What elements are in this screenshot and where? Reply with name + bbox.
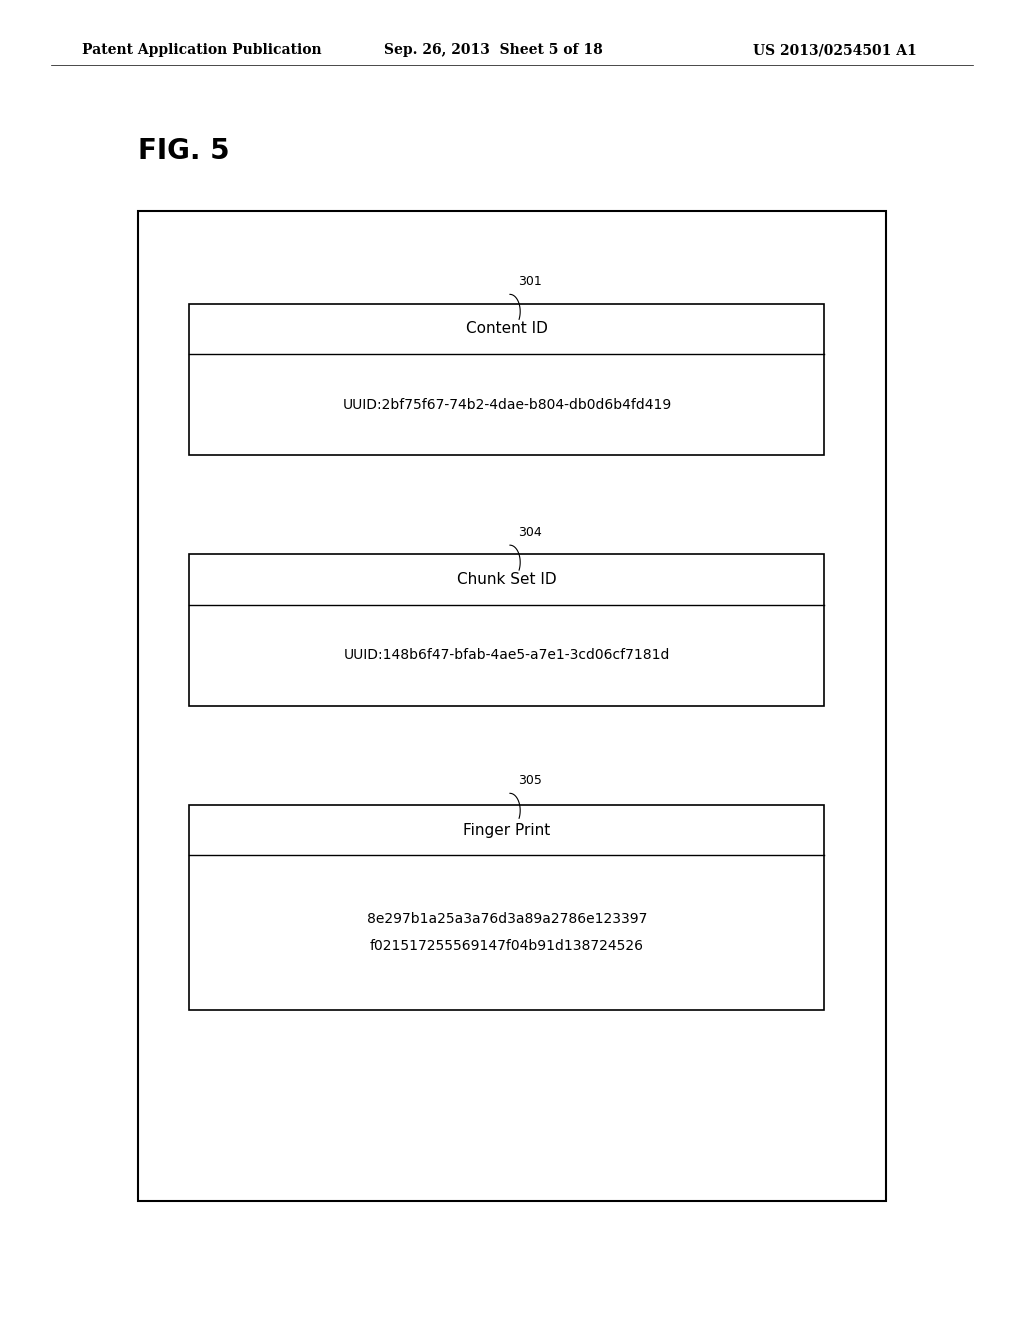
Text: US 2013/0254501 A1: US 2013/0254501 A1: [753, 44, 916, 57]
Text: 304: 304: [518, 525, 542, 539]
Text: FIG. 5: FIG. 5: [138, 137, 229, 165]
Bar: [189, 805, 824, 1010]
Text: 305: 305: [518, 774, 542, 787]
Text: Patent Application Publication: Patent Application Publication: [82, 44, 322, 57]
Text: Content ID: Content ID: [466, 321, 548, 337]
Bar: [189, 554, 824, 706]
Text: 8e297b1a25a3a76d3a89a2786e123397: 8e297b1a25a3a76d3a89a2786e123397: [367, 912, 647, 927]
Bar: [138, 211, 886, 1201]
Text: Sep. 26, 2013  Sheet 5 of 18: Sep. 26, 2013 Sheet 5 of 18: [384, 44, 603, 57]
Text: f021517255569147f04b91d138724526: f021517255569147f04b91d138724526: [370, 939, 644, 953]
Bar: [189, 304, 824, 455]
Text: 301: 301: [518, 275, 542, 288]
Text: UUID:2bf75f67-74b2-4dae-b804-db0d6b4fd419: UUID:2bf75f67-74b2-4dae-b804-db0d6b4fd41…: [342, 397, 672, 412]
Text: Chunk Set ID: Chunk Set ID: [457, 572, 557, 587]
Text: Finger Print: Finger Print: [463, 822, 551, 838]
Text: UUID:148b6f47-bfab-4ae5-a7e1-3cd06cf7181d: UUID:148b6f47-bfab-4ae5-a7e1-3cd06cf7181…: [344, 648, 670, 663]
